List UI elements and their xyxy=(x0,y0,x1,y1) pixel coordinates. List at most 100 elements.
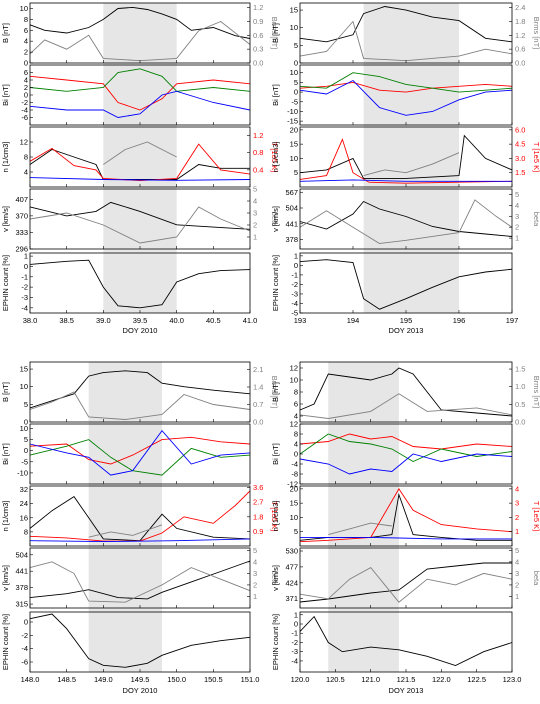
series-line-3 xyxy=(299,138,513,184)
y-axis-label: B [nT] xyxy=(1,23,10,43)
y-tick-label: 8 xyxy=(24,15,28,24)
series-line-4 xyxy=(299,179,512,182)
series-line-1 xyxy=(299,433,513,450)
series-line-2 xyxy=(299,393,513,419)
y-axis-label: EPHIN count [%] xyxy=(271,255,280,311)
y-tick-label: 12 xyxy=(290,364,298,373)
y-tick-label: 10 xyxy=(20,382,28,391)
series-line-1 xyxy=(29,370,251,409)
y-axis-label: EPHIN count [%] xyxy=(1,614,10,670)
y-right-tick-label: 0.0 xyxy=(515,59,525,68)
y-tick-label: 10 xyxy=(290,68,298,77)
y-axis-label: v [km/s] xyxy=(271,565,280,591)
y-tick-label: -1 xyxy=(21,272,28,281)
series-line-3 xyxy=(29,490,251,542)
y-tick-label: 8 xyxy=(294,430,298,439)
y-axis-label-right: Brms [nT] xyxy=(532,17,540,50)
y-axis-label: v [km/s] xyxy=(1,565,10,591)
x-tick-label: 123.0 xyxy=(503,675,522,684)
x-tick-label: 195 xyxy=(400,316,413,325)
y-axis-label-right: T [1e5 K] xyxy=(270,501,279,531)
x-tick-label: 194 xyxy=(347,316,360,325)
y-tick-label: 424 xyxy=(285,578,298,587)
y-tick-label: 0 xyxy=(294,59,298,68)
y-tick-label: 15 xyxy=(290,499,298,508)
y-tick-label: -3 xyxy=(291,289,298,298)
x-tick-label: 40.5 xyxy=(206,316,221,325)
y-right-tick-label: 3 xyxy=(515,212,519,221)
series-line-1 xyxy=(29,259,251,309)
x-tick-label: 193 xyxy=(294,316,307,325)
y-tick-label: 4 xyxy=(24,168,28,177)
x-axis-label: DOY 2013 xyxy=(389,686,424,695)
y-tick-label: 20 xyxy=(290,125,298,134)
y-tick-label: 0 xyxy=(24,618,28,627)
shaded-interval xyxy=(103,3,177,313)
y-tick-label: -1 xyxy=(291,629,298,638)
x-tick-label: 148.5 xyxy=(57,675,76,684)
series-line-2 xyxy=(88,524,163,538)
series-line-3 xyxy=(29,90,251,118)
panel-5: -5-4-3-2-101 EPHIN count [%] xyxy=(271,251,513,318)
x-tick-label: 40.0 xyxy=(169,316,184,325)
y-tick-label: -2 xyxy=(21,98,28,107)
x-tick-label: 41.0 xyxy=(243,316,258,325)
y-tick-label: 0 xyxy=(294,88,298,97)
y-tick-label: 24 xyxy=(20,499,28,508)
y-tick-label: 2 xyxy=(24,48,28,57)
series-line-3 xyxy=(299,453,513,475)
y-right-tick-label: 0.3 xyxy=(253,45,263,54)
y-tick-label: 6 xyxy=(294,400,298,409)
x-tick-label: 150.5 xyxy=(204,675,223,684)
y-tick-label: 2 xyxy=(24,83,28,92)
y-tick-label: 6 xyxy=(24,68,28,77)
x-axis-label: DOY 2013 xyxy=(389,326,424,335)
series-line-2 xyxy=(328,522,392,536)
y-tick-label: 8 xyxy=(24,527,28,536)
y-axis-label-right: beta xyxy=(532,571,540,586)
y-tick-label: 15 xyxy=(20,365,28,374)
y-axis-label: B [nT] xyxy=(271,23,280,43)
y-right-tick-label: 3 xyxy=(515,569,519,578)
y-tick-label: 0 xyxy=(24,418,28,427)
x-tick-label: 122.5 xyxy=(467,675,486,684)
y-tick-label: 5 xyxy=(24,400,28,409)
panel-5: -6 -4 -2 0 EPHIN count [%] xyxy=(1,611,251,673)
y-axis-label: v [km/s] xyxy=(271,206,280,232)
y-tick-label: 441 xyxy=(285,219,298,228)
y-tick-label: 333 xyxy=(15,228,28,237)
y-tick-label: 1 xyxy=(24,252,28,261)
y-tick-label: 0 xyxy=(24,91,28,100)
y-tick-label: -2 xyxy=(291,280,298,289)
y-axis-label-right: T [1e5 K] xyxy=(532,142,540,172)
y-tick-label: 12 xyxy=(20,138,28,147)
series-line-1 xyxy=(29,6,251,39)
y-axis-label: B [nT] xyxy=(271,382,280,402)
series-line-4 xyxy=(29,177,251,181)
y-axis-label: Bi [nT] xyxy=(271,84,280,106)
y-right-tick-label: 4 xyxy=(515,557,519,566)
y-tick-label: 0 xyxy=(294,620,298,629)
series-line-1 xyxy=(299,367,513,417)
y-right-tick-label: 3 xyxy=(515,499,519,508)
y-tick-label: -4 xyxy=(21,644,28,653)
y-tick-label: 32 xyxy=(20,485,28,494)
y-right-tick-label: 3 xyxy=(253,569,257,578)
series-line-2 xyxy=(299,20,513,62)
x-tick-label: 149.5 xyxy=(131,675,150,684)
series-line-3 xyxy=(299,79,513,116)
y-tick-label: 477 xyxy=(285,562,298,571)
series-line-1 xyxy=(29,201,251,230)
y-tick-label: 0 xyxy=(294,450,298,459)
y-right-tick-label: 1.8 xyxy=(515,17,525,26)
y-tick-label: -6 xyxy=(21,113,28,122)
